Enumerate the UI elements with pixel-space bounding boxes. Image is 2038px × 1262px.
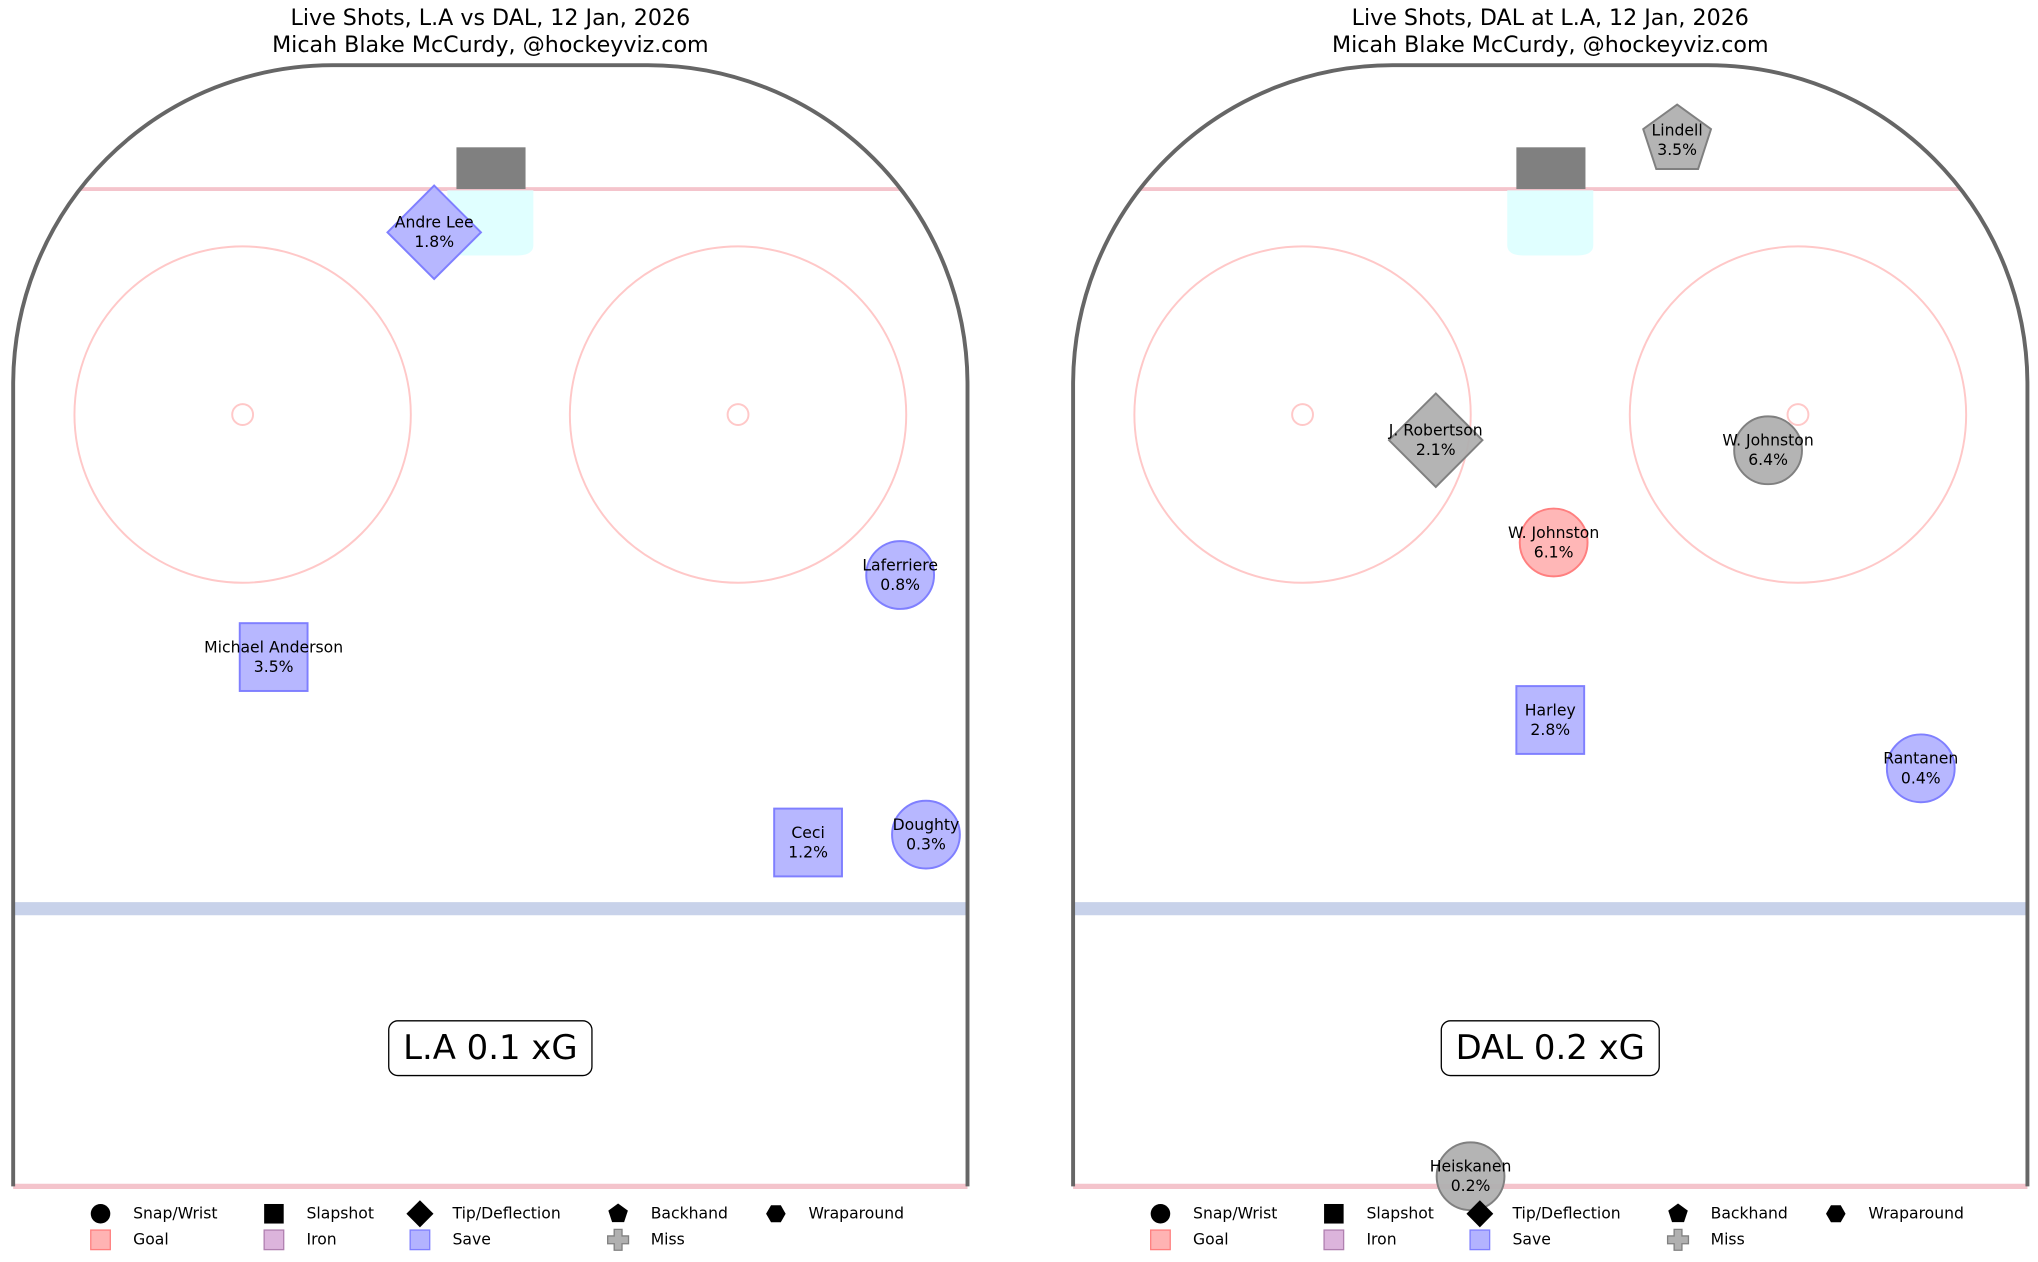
legend-label: Tip/Deflection <box>452 1203 561 1222</box>
boards <box>1071 63 2030 1187</box>
legend-swatch <box>90 1229 111 1251</box>
shot-xg-label: 3.5% <box>1657 140 1697 159</box>
shot-marker <box>238 622 309 692</box>
shot-label: W. Johnston <box>1722 431 1813 450</box>
legend-label: Snap/Wrist <box>1193 1203 1277 1222</box>
shot-label: W. Johnston <box>1508 523 1599 542</box>
legend-shape <box>1466 1200 1494 1228</box>
shot-xg-label: 0.2% <box>1451 1176 1491 1195</box>
summary: L.A 0.1 xG <box>403 1028 578 1067</box>
legend-label: Tip/Deflection <box>1511 1203 1620 1222</box>
net <box>456 147 526 190</box>
faceoff-dot <box>726 403 750 426</box>
legend-label: Wraparound <box>1868 1203 1964 1222</box>
legend-label: Slapshot <box>1366 1203 1433 1222</box>
shot-marker <box>1642 103 1713 170</box>
shot-xg-label: 1.2% <box>788 842 828 861</box>
shot-label: Michael Anderson <box>204 637 343 656</box>
net <box>1516 147 1586 190</box>
legend-label: Backhand <box>1711 1203 1788 1222</box>
legend-label: Goal <box>133 1229 169 1248</box>
legend-swatch <box>409 1229 431 1251</box>
shot-marker <box>891 799 961 870</box>
legend-label: Iron <box>307 1229 337 1248</box>
shot-xg-label: 3.5% <box>254 657 294 676</box>
summary-box <box>1440 1020 1660 1077</box>
summary-box <box>388 1020 593 1077</box>
crease <box>1507 190 1594 256</box>
legend-label: Goal <box>1193 1229 1229 1248</box>
legend-shape <box>1826 1205 1846 1223</box>
shot-xg-label: 2.1% <box>1416 440 1456 459</box>
chart-subtitle: Micah Blake McCurdy, @hockeyviz.com <box>272 32 709 58</box>
legend-label: Miss <box>651 1229 685 1248</box>
shot-label: Laferriere <box>862 555 938 574</box>
chart-title: Live Shots, L.A vs DAL, 12 Jan, 2026 <box>291 5 691 31</box>
legend-swatch <box>1323 1229 1345 1251</box>
faceoff-dot <box>231 403 255 426</box>
shot-xg-label: 0.4% <box>1901 768 1941 787</box>
shot-label: Andre Lee <box>395 213 474 232</box>
legend-label: Iron <box>1366 1229 1396 1248</box>
faceoff-dot <box>1291 403 1314 426</box>
shot-xg-label: 1.8% <box>414 232 454 251</box>
shot-label: Rantanen <box>1883 749 1958 768</box>
legend-shape <box>766 1205 786 1223</box>
legend-label: Miss <box>1711 1229 1745 1248</box>
shot-marker <box>1387 392 1484 489</box>
legend-label: Save <box>453 1229 491 1248</box>
legend-shape <box>608 1203 628 1223</box>
legend-swatch <box>1666 1228 1690 1251</box>
faceoff-dot <box>1786 403 1810 426</box>
legend-label: Save <box>1512 1229 1550 1248</box>
legend-shape <box>1150 1203 1171 1224</box>
boards <box>11 63 970 1187</box>
shot-marker <box>1733 415 1803 486</box>
shot-marker <box>1515 685 1586 755</box>
legend-swatch <box>263 1229 285 1251</box>
shot-xg-label: 0.3% <box>906 835 946 854</box>
legend-shape <box>90 1203 111 1224</box>
shot-label: J. Robertson <box>1388 421 1483 440</box>
faceoff-circle <box>73 245 412 584</box>
shot-label: Doughty <box>893 815 960 834</box>
legend-label: Slapshot <box>307 1203 374 1222</box>
shot-label: Lindell <box>1652 120 1703 139</box>
shot-xg-label: 6.4% <box>1748 450 1788 469</box>
legend-label: Backhand <box>651 1203 728 1222</box>
legend-shape <box>1668 1203 1688 1223</box>
shot-xg-label: 0.8% <box>880 575 920 594</box>
legend-swatch <box>1150 1229 1171 1251</box>
faceoff-circle <box>1628 245 1968 584</box>
chart-title: Live Shots, DAL at L.A, 12 Jan, 2026 <box>1352 5 1749 31</box>
legend-swatch <box>1469 1229 1491 1251</box>
legend-label: Wraparound <box>808 1203 904 1222</box>
faceoff-circle <box>568 245 908 584</box>
legend-shape <box>406 1200 434 1228</box>
shot-marker <box>386 184 483 281</box>
legend-swatch <box>607 1228 630 1251</box>
shot-label: Harley <box>1525 700 1576 719</box>
summary: DAL 0.2 xG <box>1456 1028 1645 1067</box>
faceoff-circle <box>1133 245 1472 584</box>
shot-xg-label: 2.8% <box>1530 720 1570 739</box>
shot-marker <box>865 540 936 610</box>
shot-xg-label: 6.1% <box>1534 542 1574 561</box>
shot-marker <box>1885 733 1956 804</box>
legend-label: Snap/Wrist <box>133 1203 217 1222</box>
legend-shape <box>1324 1203 1344 1224</box>
shot-marker <box>1518 507 1589 578</box>
shot-label: Ceci <box>791 823 824 842</box>
chart-subtitle: Micah Blake McCurdy, @hockeyviz.com <box>1332 32 1769 58</box>
shot-label: Heiskanen <box>1430 1157 1512 1176</box>
legend-shape <box>264 1203 284 1224</box>
shot-marker <box>773 807 843 878</box>
